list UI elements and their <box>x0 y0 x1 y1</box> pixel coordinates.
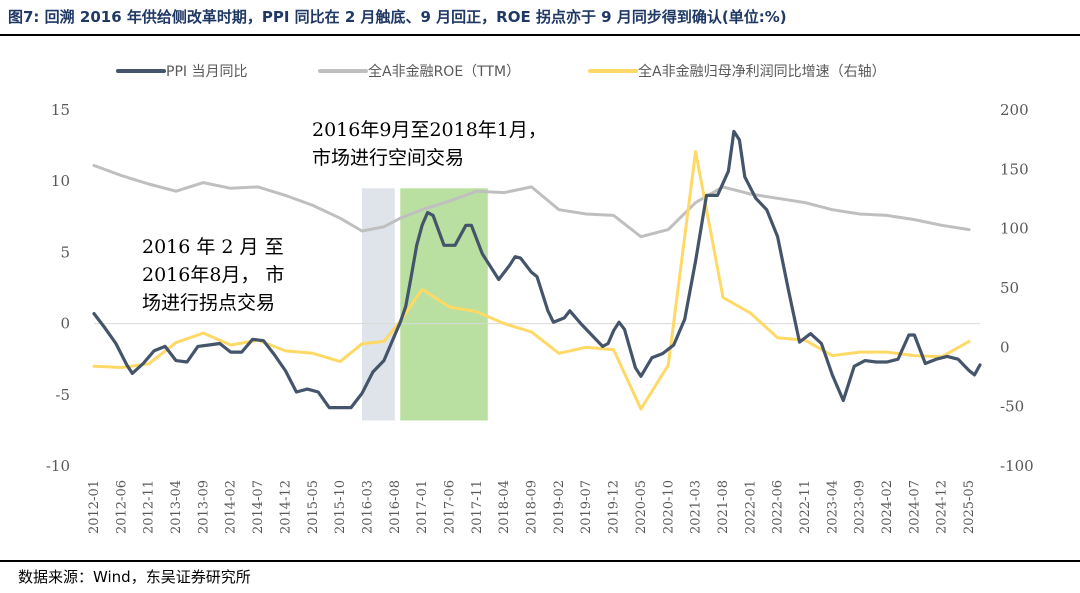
y-tick-left: -5 <box>55 386 70 404</box>
title-divider <box>0 34 1080 36</box>
y-tick-right: -50 <box>1000 398 1024 416</box>
x-tick-label: 2013-09 <box>196 480 211 534</box>
x-tick-label: 2021-03 <box>689 480 704 534</box>
y-tick-left: 5 <box>60 243 70 261</box>
x-tick-label: 2014-07 <box>251 480 266 534</box>
y-tick-right: 150 <box>1000 160 1029 178</box>
x-tick-label: 2016-08 <box>388 480 403 534</box>
x-tick-label: 2017-06 <box>442 480 457 534</box>
annotation-1-line-3: 场进行拐点交易 <box>142 292 275 314</box>
annotation-2-line-1: 2016年9月至2018年1月， <box>312 119 547 141</box>
annotation-1-line-1: 2016 年 2 月 至 <box>142 236 284 258</box>
x-tick-label: 2012-11 <box>142 480 157 534</box>
x-tick-label: 2024-02 <box>880 480 895 534</box>
y-tick-left: 0 <box>60 315 70 333</box>
x-tick-label: 2012-06 <box>114 480 129 534</box>
x-tick-label: 2021-08 <box>716 480 731 534</box>
x-tick-label: 2014-12 <box>278 480 293 534</box>
x-tick-label: 2023-09 <box>853 480 868 534</box>
series-line-1 <box>92 129 982 410</box>
series-line-2 <box>92 164 971 239</box>
x-tick-label: 2022-06 <box>771 480 786 534</box>
y-tick-left: 10 <box>51 172 70 190</box>
x-tick-label: 2019-12 <box>607 480 622 534</box>
legend: PPI 当月同比 全A非金融ROE（TTM） 全A非金融归母净利润同比增速（右轴） <box>116 63 886 80</box>
x-tick-label: 2015-05 <box>306 480 321 534</box>
series-lines <box>92 129 982 411</box>
annotation-1-line-2: 2016年8月， 市 <box>142 264 284 286</box>
shaded-periods <box>361 188 488 421</box>
source-note: 数据来源：Wind，东吴证券研究所 <box>18 568 251 586</box>
y-tick-left: -10 <box>46 457 70 475</box>
x-tick-label: 2019-07 <box>579 480 594 534</box>
x-tick-label: 2025-05 <box>962 480 977 534</box>
x-tick-label: 2019-02 <box>552 480 567 534</box>
legend-label-1: PPI 当月同比 <box>166 64 247 80</box>
legend-label-3: 全A非金融归母净利润同比增速（右轴） <box>638 63 886 80</box>
x-tick-label: 2024-12 <box>935 480 950 534</box>
x-tick-label: 2018-04 <box>497 480 512 534</box>
x-tick-label: 2014-02 <box>224 480 239 534</box>
x-tick-label: 2012-01 <box>87 480 102 534</box>
x-tick-label: 2020-05 <box>634 480 649 534</box>
annotation-2-line-2: 市场进行空间交易 <box>312 147 464 169</box>
x-tick-label: 2015-10 <box>333 480 348 534</box>
x-tick-label: 2016-03 <box>360 480 375 534</box>
x-tick-label: 2013-04 <box>169 480 184 534</box>
x-tick-label: 2018-09 <box>525 480 540 534</box>
legend-label-2: 全A非金融ROE（TTM） <box>368 63 520 80</box>
figure-title: 图7: 回溯 2016 年供给侧改革时期，PPI 同比在 2 月触底、9 月回正… <box>8 8 787 26</box>
y-tick-left: 15 <box>51 101 70 119</box>
y-tick-right: -100 <box>1000 457 1034 475</box>
y-tick-right: 50 <box>1000 279 1019 297</box>
x-tick-label: 2022-11 <box>798 480 813 534</box>
x-tick-label: 2017-01 <box>415 480 430 534</box>
y-tick-right: 100 <box>1000 220 1029 238</box>
series-line-3 <box>92 150 971 411</box>
x-tick-label: 2024-07 <box>907 480 922 534</box>
footer-divider <box>0 560 1080 562</box>
y-tick-right: 200 <box>1000 101 1029 119</box>
x-tick-label: 2023-04 <box>825 480 840 534</box>
x-tick-label: 2022-01 <box>743 480 758 534</box>
y-tick-right: 0 <box>1000 338 1010 356</box>
x-tick-label: 2020-10 <box>661 480 676 534</box>
x-tick-label: 2017-11 <box>470 480 485 534</box>
